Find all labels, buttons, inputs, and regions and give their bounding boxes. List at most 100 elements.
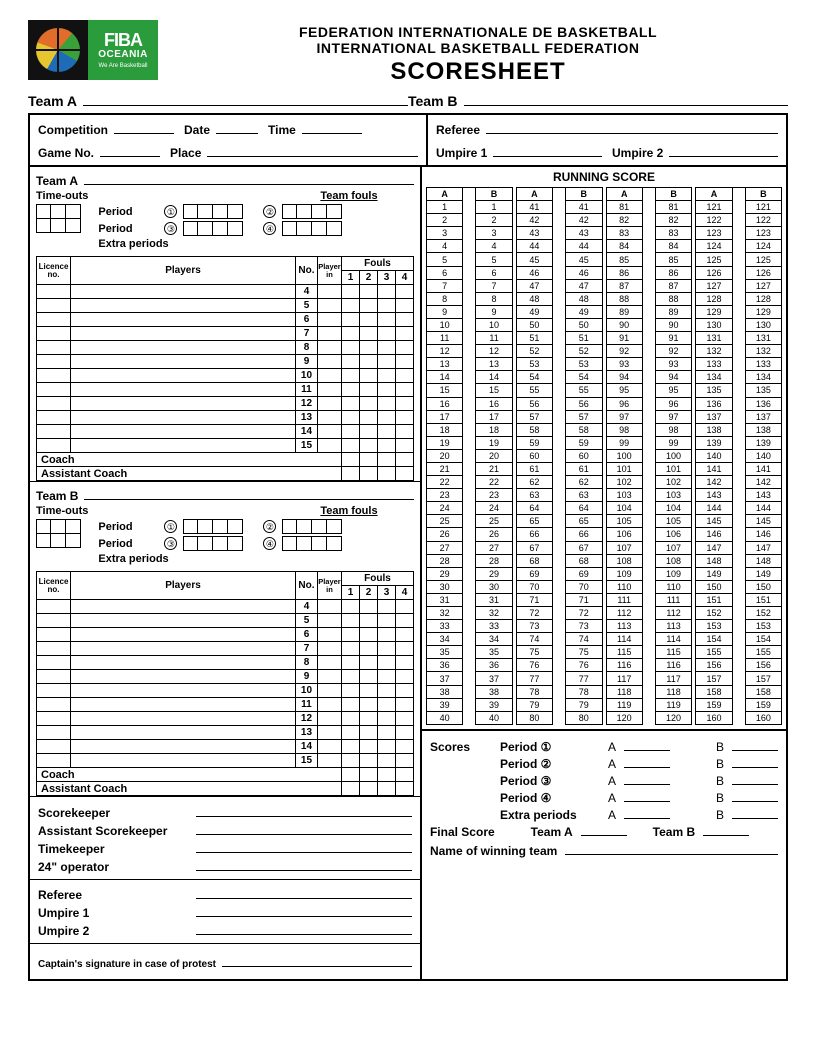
- score-b-cell[interactable]: 111: [655, 593, 691, 606]
- score-b-cell[interactable]: 153: [745, 620, 781, 633]
- foul-cell[interactable]: [341, 383, 359, 397]
- score-b-cell[interactable]: 109: [655, 567, 691, 580]
- score-a-cell[interactable]: 15: [426, 384, 462, 397]
- score-a-cell[interactable]: 17: [426, 410, 462, 423]
- team-a-name-field[interactable]: [84, 171, 414, 185]
- team-foul-box[interactable]: [282, 221, 297, 236]
- timeout-box[interactable]: [51, 204, 66, 219]
- score-b-cell[interactable]: 13: [476, 358, 512, 371]
- score-a-cell[interactable]: 41: [516, 201, 552, 214]
- score-b-cell[interactable]: 112: [655, 607, 691, 620]
- foul-cell[interactable]: [395, 684, 413, 698]
- score-a-cell[interactable]: 135: [696, 384, 732, 397]
- extra-a-field[interactable]: [624, 807, 670, 819]
- score-a-cell[interactable]: 71: [516, 593, 552, 606]
- score-b-cell[interactable]: 119: [655, 698, 691, 711]
- score-a-cell[interactable]: 64: [516, 502, 552, 515]
- timeout-box[interactable]: [66, 519, 81, 534]
- score-a-cell[interactable]: 109: [606, 567, 642, 580]
- score-a-cell[interactable]: 31: [426, 593, 462, 606]
- foul-cell[interactable]: [395, 369, 413, 383]
- licence-cell[interactable]: [37, 313, 71, 327]
- player-in-cell[interactable]: [317, 698, 341, 712]
- foul-cell[interactable]: [359, 614, 377, 628]
- period-3-b-field[interactable]: [732, 773, 778, 785]
- foul-cell[interactable]: [377, 740, 395, 754]
- foul-cell[interactable]: [377, 411, 395, 425]
- score-a-cell[interactable]: 101: [606, 462, 642, 475]
- player-in-cell[interactable]: [317, 740, 341, 754]
- score-b-cell[interactable]: 138: [745, 423, 781, 436]
- team-foul-box[interactable]: [282, 204, 297, 219]
- foul-cell[interactable]: [377, 369, 395, 383]
- score-a-cell[interactable]: 128: [696, 292, 732, 305]
- score-b-cell[interactable]: 17: [476, 410, 512, 423]
- score-a-cell[interactable]: 160: [696, 711, 732, 724]
- score-a-cell[interactable]: 33: [426, 620, 462, 633]
- score-b-cell[interactable]: 98: [655, 423, 691, 436]
- score-a-cell[interactable]: 103: [606, 489, 642, 502]
- score-b-cell[interactable]: 63: [566, 489, 602, 502]
- score-b-cell[interactable]: 147: [745, 541, 781, 554]
- score-b-cell[interactable]: 55: [566, 384, 602, 397]
- score-a-cell[interactable]: 69: [516, 567, 552, 580]
- score-a-cell[interactable]: 66: [516, 528, 552, 541]
- score-b-cell[interactable]: 81: [655, 201, 691, 214]
- score-b-cell[interactable]: 37: [476, 672, 512, 685]
- team-foul-box[interactable]: [228, 221, 243, 236]
- score-a-cell[interactable]: 88: [606, 292, 642, 305]
- timeout-box[interactable]: [66, 204, 81, 219]
- foul-cell[interactable]: [341, 327, 359, 341]
- score-a-cell[interactable]: 25: [426, 515, 462, 528]
- score-b-cell[interactable]: 159: [745, 698, 781, 711]
- licence-cell[interactable]: [37, 299, 71, 313]
- player-name-cell[interactable]: [71, 439, 296, 453]
- player-name-cell[interactable]: [71, 411, 296, 425]
- foul-cell[interactable]: [359, 411, 377, 425]
- score-a-cell[interactable]: 104: [606, 502, 642, 515]
- player-name-cell[interactable]: [71, 327, 296, 341]
- score-a-cell[interactable]: 26: [426, 528, 462, 541]
- period-1-b-field[interactable]: [732, 739, 778, 751]
- score-a-cell[interactable]: 6: [426, 266, 462, 279]
- score-a-cell[interactable]: 12: [426, 345, 462, 358]
- score-b-cell[interactable]: 48: [566, 292, 602, 305]
- score-a-cell[interactable]: 120: [606, 711, 642, 724]
- player-in-cell[interactable]: [317, 341, 341, 355]
- player-name-cell[interactable]: [71, 684, 296, 698]
- score-a-cell[interactable]: 151: [696, 593, 732, 606]
- score-a-cell[interactable]: 153: [696, 620, 732, 633]
- foul-cell[interactable]: [377, 397, 395, 411]
- score-a-cell[interactable]: 94: [606, 371, 642, 384]
- score-b-cell[interactable]: 144: [745, 502, 781, 515]
- score-b-cell[interactable]: 101: [655, 462, 691, 475]
- foul-cell[interactable]: [377, 425, 395, 439]
- team-foul-box[interactable]: [198, 204, 213, 219]
- foul-cell[interactable]: [341, 411, 359, 425]
- score-b-cell[interactable]: 148: [745, 554, 781, 567]
- score-b-cell[interactable]: 65: [566, 515, 602, 528]
- score-b-cell[interactable]: 70: [566, 580, 602, 593]
- team-foul-box[interactable]: [297, 221, 312, 236]
- score-a-cell[interactable]: 4: [426, 240, 462, 253]
- score-b-cell[interactable]: 130: [745, 318, 781, 331]
- score-b-cell[interactable]: 106: [655, 528, 691, 541]
- player-in-cell[interactable]: [317, 327, 341, 341]
- team-foul-box[interactable]: [297, 204, 312, 219]
- score-a-cell[interactable]: 157: [696, 672, 732, 685]
- score-b-cell[interactable]: 87: [655, 279, 691, 292]
- foul-cell[interactable]: [341, 397, 359, 411]
- foul-cell[interactable]: [395, 383, 413, 397]
- foul-cell[interactable]: [395, 600, 413, 614]
- foul-cell[interactable]: [395, 698, 413, 712]
- score-b-cell[interactable]: 59: [566, 436, 602, 449]
- score-b-cell[interactable]: 103: [655, 489, 691, 502]
- final-team-a-field[interactable]: [581, 824, 627, 836]
- score-b-cell[interactable]: 110: [655, 580, 691, 593]
- score-a-cell[interactable]: 115: [606, 646, 642, 659]
- score-b-cell[interactable]: 82: [655, 214, 691, 227]
- score-a-cell[interactable]: 54: [516, 371, 552, 384]
- foul-cell[interactable]: [341, 684, 359, 698]
- score-a-cell[interactable]: 155: [696, 646, 732, 659]
- score-b-cell[interactable]: 4: [476, 240, 512, 253]
